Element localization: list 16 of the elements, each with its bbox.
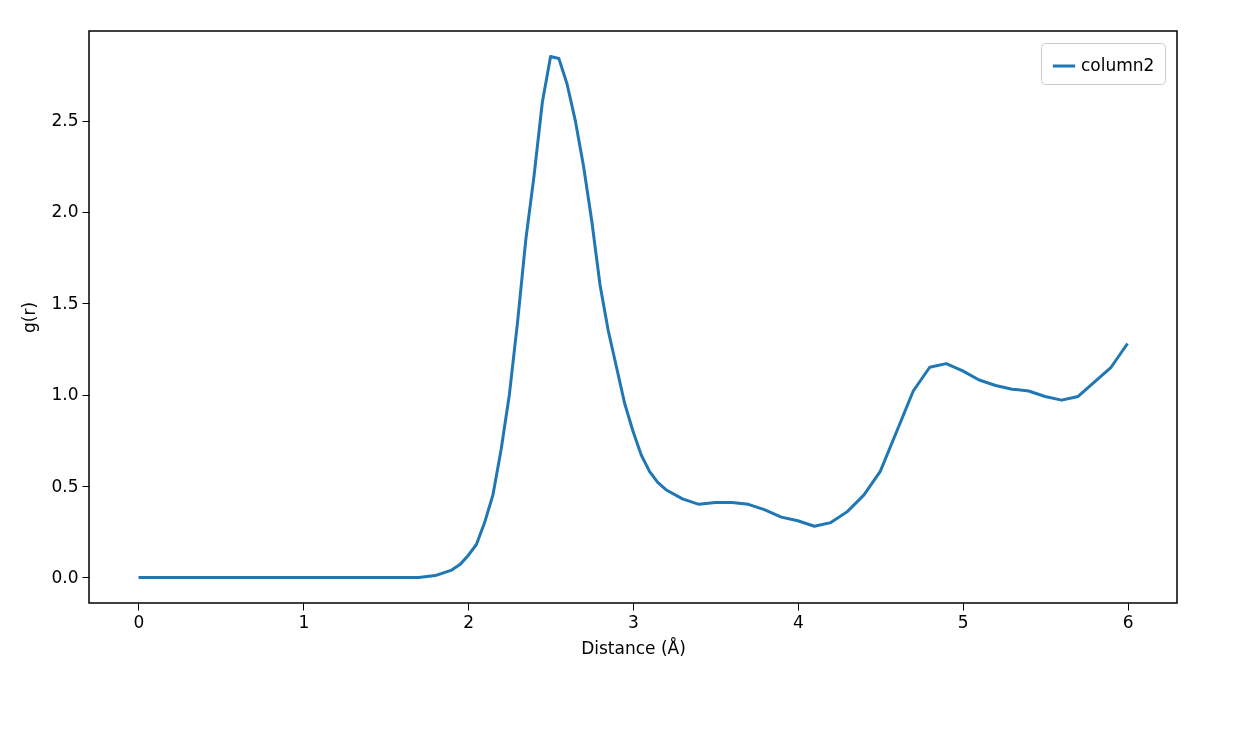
x-tick-label: 0 (133, 611, 145, 632)
y-tick-label: 1.5 (51, 292, 79, 313)
x-tick-label: 4 (792, 611, 804, 632)
legend-label: column2 (1081, 55, 1155, 75)
y-axis-title: g(r) (19, 301, 40, 334)
y-tick-label: 0.0 (51, 566, 79, 587)
x-tick-label: 2 (463, 611, 475, 632)
x-tick-label: 5 (957, 611, 969, 632)
x-tick-label: 1 (298, 611, 310, 632)
x-tick-label: 3 (628, 611, 639, 632)
y-tick-label: 2.5 (51, 110, 79, 131)
x-axis-title: Distance (Å) (581, 636, 686, 658)
x-tick-label: 6 (1122, 611, 1134, 632)
y-tick-label: 0.5 (51, 475, 79, 496)
y-tick-label: 1.0 (51, 384, 79, 405)
y-tick-label: 2.0 (51, 201, 79, 222)
